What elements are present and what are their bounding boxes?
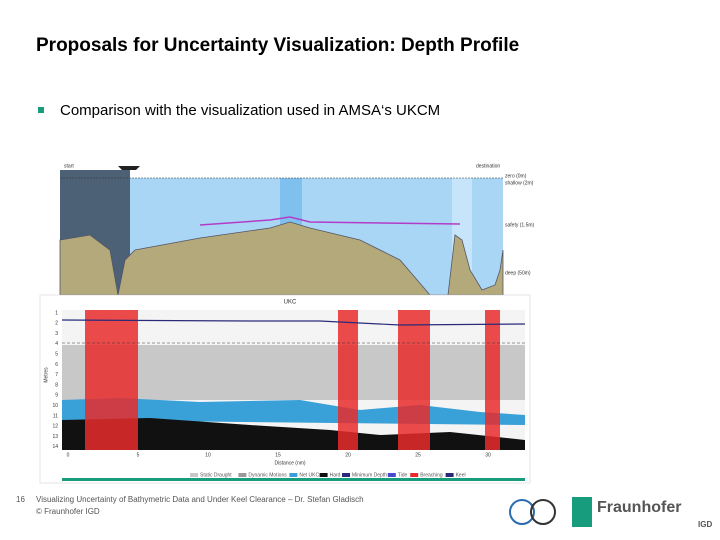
- legend-swatch: [445, 473, 454, 477]
- y-tick-label: 1: [55, 310, 58, 316]
- ship: [118, 166, 140, 170]
- breaching-band: [485, 310, 500, 450]
- y-tick-label: 10: [52, 403, 58, 409]
- y-tick-label: 11: [53, 413, 58, 419]
- legend-label: Dynamic Motions: [248, 472, 287, 478]
- footer-line: © Fraunhofer IGD: [36, 507, 100, 516]
- legend-label: Hard: [330, 472, 341, 478]
- ukc-title: UKC: [284, 300, 297, 306]
- y-axis-label: Metres: [43, 367, 49, 383]
- keel-line: [61, 319, 526, 326]
- x-axis-label: Distance (nm): [274, 460, 305, 466]
- destination-label: destination: [476, 163, 500, 169]
- y-tick-label: 7: [55, 372, 58, 378]
- y-tick-label: 5: [55, 352, 58, 358]
- legend-swatch: [410, 473, 419, 477]
- logo-text: Fraunhofer: [597, 499, 681, 516]
- legend-label: Net UKC: [299, 472, 319, 478]
- slide-title: Proposals for Uncertainty Visualization:…: [36, 35, 519, 56]
- legend-label: Static Draught: [200, 472, 232, 478]
- breaching-band: [398, 310, 430, 450]
- fraunhofer-logo-mark: [572, 497, 592, 527]
- x-tick-label: 15: [275, 452, 281, 458]
- terrain: [59, 221, 504, 296]
- x-tick-label: 5: [137, 452, 140, 458]
- y-tick-label: 9: [55, 393, 58, 399]
- legend-swatch: [319, 473, 328, 477]
- x-tick-label: 0: [67, 452, 70, 458]
- x-tick-label: 25: [415, 452, 421, 458]
- y-tick-label: 14: [52, 444, 58, 450]
- legend-swatch: [238, 473, 247, 477]
- y-tick-label: 2: [55, 321, 58, 327]
- legend-swatch: [387, 473, 396, 477]
- y-tick-label: 8: [55, 382, 58, 388]
- bullet-text: Comparison with the visualization used i…: [60, 102, 440, 119]
- level-label: zero (0m): [505, 173, 527, 179]
- depth-profile: start destination zero (0m) shallow (2m)…: [59, 160, 535, 296]
- y-tick-label: 12: [52, 424, 58, 430]
- badge-icon: [530, 499, 556, 525]
- start-label: start: [64, 163, 74, 169]
- badge-icon: [509, 499, 535, 525]
- legend-swatch: [342, 473, 350, 477]
- page-number: 16: [16, 495, 25, 504]
- x-tick-label: 10: [205, 452, 211, 458]
- static-draught: [62, 345, 525, 400]
- y-tick-label: 13: [52, 434, 58, 440]
- y-tick-label: 6: [55, 362, 58, 368]
- level-label: shallow (2m): [505, 180, 534, 186]
- bullet-marker: [38, 107, 44, 113]
- sky: [60, 160, 503, 178]
- legend-label: Minimum Depth: [352, 472, 387, 478]
- legend-swatch: [289, 473, 298, 477]
- legend-label: Breaching: [420, 472, 443, 478]
- level-label: safety (1.5m): [505, 222, 535, 228]
- legend-label: Tide: [398, 472, 408, 478]
- y-tick-label: 3: [55, 331, 58, 337]
- breaching-band: [85, 310, 138, 450]
- logo-sub: IGD: [698, 520, 712, 529]
- legend-label: Keel: [456, 472, 466, 478]
- bottom-bar: [62, 478, 525, 481]
- x-tick-label: 30: [485, 452, 491, 458]
- y-tick-label: 4: [55, 341, 58, 347]
- x-tick-label: 20: [345, 452, 351, 458]
- breaching-band: [338, 310, 358, 450]
- footer-line: Visualizing Uncertainty of Bathymetric D…: [36, 495, 364, 504]
- safety-line: [199, 216, 461, 226]
- legend-swatch: [190, 473, 198, 477]
- level-label: deep (50m): [505, 270, 531, 276]
